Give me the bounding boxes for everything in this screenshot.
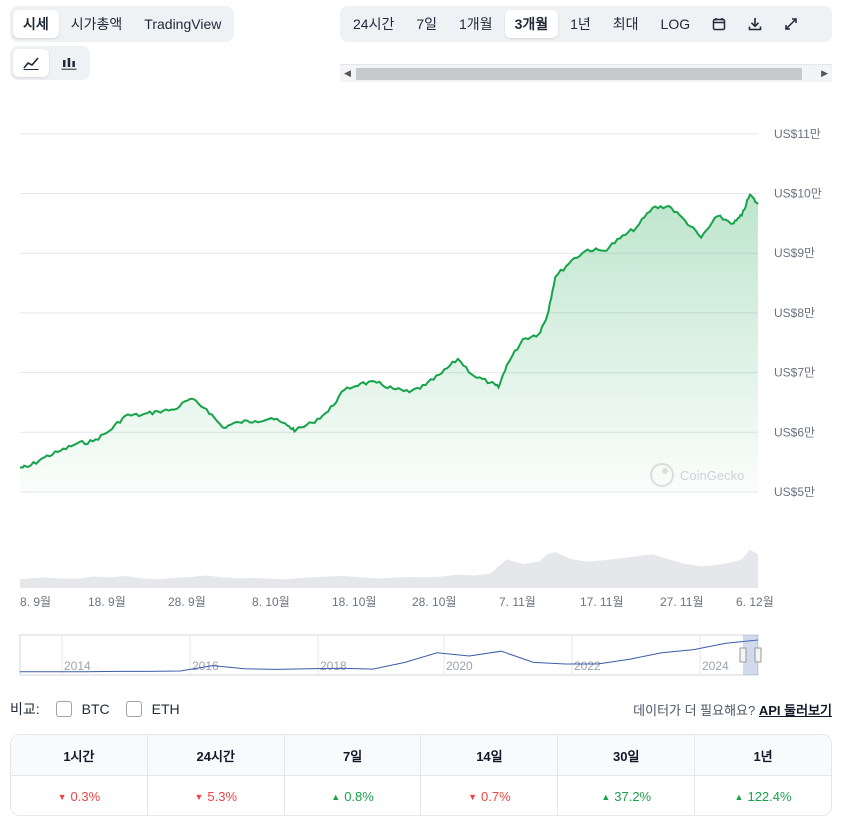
compare-btc-checkbox[interactable]: [55, 701, 72, 717]
x-tick-label: 18. 10월: [332, 595, 376, 609]
stats-period-header: 30일: [558, 735, 696, 775]
tab-market-cap[interactable]: 시가총액: [70, 16, 123, 32]
calendar-icon[interactable]: [702, 10, 736, 38]
y-axis-labels: US$5만 US$6만 US$7만 US$8만 US$9만 US$10만 US$11만: [774, 127, 822, 499]
scrollbar-thumb[interactable]: [356, 68, 802, 80]
x-tick-label: 27. 11월: [660, 595, 704, 609]
caret-down-icon: ▼: [468, 791, 478, 802]
caret-up-icon: ▲: [601, 791, 611, 802]
navigator-line: [20, 639, 759, 673]
x-tick-label: 8. 9월: [20, 595, 51, 609]
x-tick-label: 28. 9월: [168, 595, 206, 609]
price-change-table: 1시간 24시간 7일 14일 30일 1년 ▼ 0.3% ▼ 5.3% ▲ 0.8% ▼ 0.7% ▲ 3…: [10, 734, 832, 816]
download-icon[interactable]: [738, 10, 772, 38]
expand-icon[interactable]: [774, 10, 808, 38]
y-tick-label: US$8만: [774, 306, 815, 320]
stats-period-header: 1년: [753, 748, 773, 764]
scroll-left-arrow-icon[interactable]: ◀: [344, 68, 351, 78]
range-1m[interactable]: 1개월: [459, 16, 493, 32]
x-tick-label: 6. 12월: [736, 595, 774, 609]
tab-tradingview[interactable]: TradingView: [144, 16, 222, 32]
y-tick-label: US$5만: [774, 485, 815, 499]
navigator-handle[interactable]: [754, 647, 762, 663]
price-area-fill: [20, 194, 758, 492]
stats-change-value: ▼ 5.3%: [148, 776, 285, 815]
y-tick-label: US$6만: [774, 425, 815, 439]
x-tick-label: 18. 9월: [88, 595, 126, 609]
stats-change-value: ▼ 0.7%: [421, 776, 559, 815]
navigator-year-label: 2022: [574, 659, 601, 673]
price-chart[interactable]: US$5만 US$6만 US$7만 US$8만 US$9만 US$10만 US$11만 8.…: [0, 120, 844, 685]
caret-up-icon: ▲: [734, 791, 744, 802]
stats-change-value: ▲ 0.8%: [285, 776, 422, 815]
stats-change-text: 5.3%: [207, 789, 238, 804]
navigator-frame: [19, 634, 759, 676]
navigator-year-label: 2016: [192, 659, 219, 673]
range-tab-group: 24시간 7일 1개월 3개월 1년 최대 LOG: [340, 6, 832, 42]
coingecko-watermark: CoinGecko: [650, 463, 744, 487]
stats-change-value: ▲ 37.2%: [558, 776, 696, 815]
range-navigator[interactable]: 2014 2016 2018 2020 2022 2024: [19, 634, 762, 676]
scroll-right-arrow-icon[interactable]: ▶: [821, 68, 828, 78]
compare-eth-checkbox[interactable]: [125, 701, 142, 717]
view-tab-group: 시세 시가총액 TradingView: [10, 6, 235, 42]
x-tick-label: 28. 10월: [412, 595, 456, 609]
x-tick-label: 8. 10월: [252, 595, 290, 609]
stats-change-text: 122.4%: [747, 789, 792, 804]
candlestick-chart-icon[interactable]: [51, 49, 87, 77]
y-tick-label: US$11만: [774, 127, 821, 141]
x-axis-labels: 8. 9월 18. 9월 28. 9월 8. 10월 18. 10월 28. 10월 7. …: [20, 595, 774, 609]
api-promo: 데이터가 더 필요해요? API 둘러보기: [633, 700, 832, 719]
caret-down-icon: ▼: [194, 791, 204, 802]
chart-type-group: [10, 46, 90, 80]
caret-up-icon: ▲: [331, 791, 341, 802]
chart-scrollbar[interactable]: ◀ ▶: [340, 64, 832, 82]
stats-period-header: 1시간: [11, 735, 148, 775]
caret-down-icon: ▼: [57, 791, 67, 802]
stats-change-text: 0.7%: [481, 789, 511, 804]
range-1y[interactable]: 1년: [570, 16, 591, 32]
watermark-text: CoinGecko: [680, 468, 744, 483]
y-tick-label: US$9만: [774, 246, 815, 260]
compare-label: 비교:: [10, 701, 40, 717]
navigator-year-label: 2020: [446, 659, 473, 673]
navigator-handle[interactable]: [739, 647, 747, 663]
price-line: [19, 193, 759, 469]
stats-period-header: 24시간: [148, 735, 285, 775]
navigator-year-label: 2024: [702, 659, 729, 673]
compare-btc-label[interactable]: BTC: [81, 701, 110, 717]
navigator-year-label: 2018: [320, 659, 347, 673]
y-tick-label: US$7만: [774, 366, 815, 380]
stats-change-text: 0.3%: [70, 789, 101, 804]
x-tick-label: 17. 11월: [580, 595, 624, 609]
stats-value-row: ▼ 0.3% ▼ 5.3% ▲ 0.8% ▼ 0.7% ▲ 37.2% ▲ 122.4%: [11, 776, 831, 815]
tab-price[interactable]: 시세: [13, 10, 59, 38]
range-max[interactable]: 최대: [612, 16, 639, 32]
compare-eth-label[interactable]: ETH: [151, 701, 180, 717]
stats-change-text: 0.8%: [344, 789, 374, 804]
stats-change-text: 37.2%: [614, 789, 652, 804]
stats-change-value: ▲ 122.4%: [695, 776, 831, 815]
y-tick-label: US$10만: [774, 187, 822, 201]
navigator-year-label: 2014: [64, 659, 91, 673]
range-24h[interactable]: 24시간: [353, 16, 395, 32]
api-prompt-text: 데이터가 더 필요해요?: [633, 703, 756, 718]
range-3m[interactable]: 3개월: [504, 10, 559, 38]
volume-fill: [20, 549, 758, 588]
volume-area: [20, 549, 758, 588]
range-7d[interactable]: 7일: [416, 16, 438, 32]
stats-header-row: 1시간 24시간 7일 14일 30일 1년: [11, 735, 831, 776]
stats-period-header: 7일: [285, 735, 422, 775]
stats-change-value: ▼ 0.3%: [11, 776, 148, 815]
compare-row: 비교: BTC ETH: [10, 698, 834, 720]
stats-period-header: 14일: [421, 735, 559, 775]
line-chart-icon[interactable]: [13, 49, 49, 77]
x-tick-label: 7. 11월: [499, 595, 536, 609]
api-link[interactable]: API 둘러보기: [758, 703, 832, 718]
log-toggle[interactable]: LOG: [660, 16, 691, 32]
navigator-selection[interactable]: [743, 635, 758, 675]
